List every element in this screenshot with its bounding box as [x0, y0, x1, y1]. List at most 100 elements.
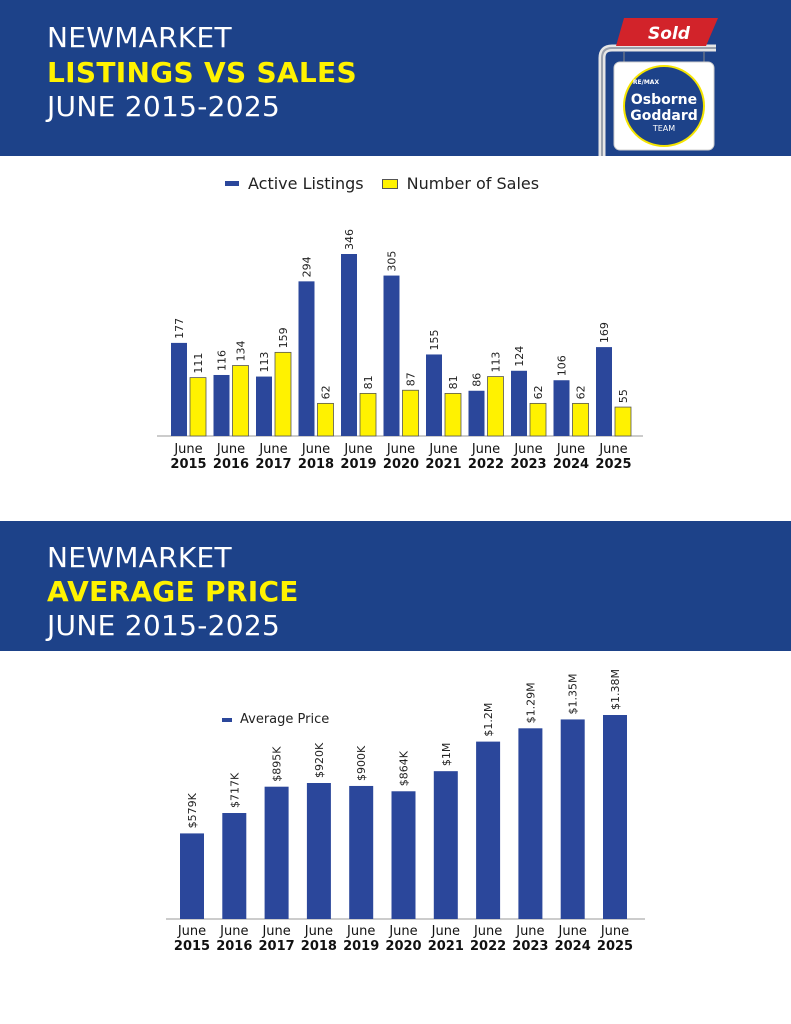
average-price-label-10: $1.38M [609, 669, 622, 710]
sales-bar-6 [444, 392, 462, 437]
sales-bar-2 [274, 351, 292, 437]
sold-text: Sold [648, 24, 691, 44]
active-listings-bar-0 [171, 342, 187, 436]
svg-text:TEAM: TEAM [652, 124, 675, 133]
legend-swatch-price [222, 717, 232, 722]
x-tick-year-4: 2019 [343, 939, 379, 954]
sales-label-7: 113 [490, 352, 503, 373]
x-tick-year-9: 2024 [553, 457, 589, 472]
average-price-label-6: $1M [440, 743, 453, 767]
sales-label-9: 62 [575, 385, 588, 399]
sales-bar-0 [189, 377, 207, 437]
active-listings-label-6: 155 [428, 329, 441, 350]
x-tick-year-1: 2016 [216, 939, 252, 954]
header-title-topic: LISTINGS VS SALES [47, 56, 357, 89]
average-price-bar-5 [391, 791, 416, 919]
active-listings-bar-8 [511, 370, 527, 436]
average-price-bar-0 [180, 833, 204, 919]
x-tick-month-7: June [471, 442, 500, 457]
legend-swatch-sales [381, 178, 398, 189]
active-listings-label-10: 169 [598, 322, 611, 343]
sold-tag [616, 18, 718, 46]
active-listings-bar-2 [256, 376, 272, 436]
sales-label-3: 62 [320, 385, 333, 399]
x-tick-month-2: June [258, 442, 287, 457]
x-tick-month-4: June [346, 924, 375, 939]
x-tick-year-6: 2021 [425, 457, 461, 472]
x-tick-month-6: June [431, 924, 460, 939]
sales-bar-8 [529, 402, 547, 437]
average-price-bar-1 [222, 813, 247, 919]
x-tick-month-0: June [177, 924, 206, 939]
average-price-bar-6 [433, 771, 458, 919]
svg-text:RE/MAX: RE/MAX [633, 79, 660, 86]
legend-label-sales: Number of Sales [406, 174, 540, 193]
sales-label-8: 62 [532, 385, 545, 399]
x-tick-year-5: 2020 [385, 939, 421, 954]
sales-bar-3 [317, 402, 334, 437]
legend-swatch-active [225, 181, 239, 186]
average-price-bar-10 [603, 715, 627, 919]
section2-title-city: NEWMARKET [47, 541, 232, 574]
x-tick-month-8: June [515, 924, 544, 939]
x-tick-year-3: 2018 [301, 939, 337, 954]
sales-label-6: 81 [447, 375, 460, 389]
chart1-legend: Active Listings Number of Sales [225, 174, 539, 193]
average-price-label-3: $920K [313, 742, 326, 778]
average-price-label-4: $900K [355, 745, 368, 781]
legend-label-price: Average Price [240, 712, 330, 727]
x-tick-year-8: 2023 [512, 939, 548, 954]
active-listings-label-5: 305 [386, 251, 399, 272]
sales-label-2: 159 [277, 327, 290, 348]
section2-title-range: JUNE 2015-2025 [47, 609, 281, 642]
x-tick-month-9: June [556, 442, 585, 457]
x-tick-month-2: June [261, 924, 290, 939]
average-price-label-8: $1.29M [524, 682, 537, 723]
svg-text:Osborne: Osborne [631, 92, 697, 108]
active-listings-label-9: 106 [556, 355, 569, 376]
sales-bar-5 [402, 389, 419, 437]
average-price-label-9: $1.35M [567, 673, 580, 714]
x-tick-year-6: 2021 [428, 939, 464, 954]
average-price-chart: $579KJune2015$717KJune2016$895KJune2017$… [166, 669, 645, 954]
average-price-bar-2 [264, 786, 289, 919]
sales-bar-4 [359, 392, 377, 437]
x-tick-month-0: June [173, 442, 202, 457]
x-tick-year-3: 2018 [298, 457, 334, 472]
x-tick-year-0: 2015 [170, 457, 206, 472]
sales-label-0: 111 [192, 353, 205, 374]
chart2-legend: Average Price [222, 712, 329, 727]
x-tick-year-0: 2015 [174, 939, 210, 954]
average-price-bar-9 [560, 719, 585, 919]
x-tick-year-7: 2022 [470, 939, 506, 954]
active-listings-bar-9 [553, 380, 570, 436]
x-tick-month-3: June [304, 924, 333, 939]
sales-bar-10 [614, 406, 632, 437]
active-listings-bar-6 [426, 354, 442, 436]
x-tick-month-7: June [473, 924, 502, 939]
x-tick-month-8: June [513, 442, 542, 457]
average-price-label-7: $1.2M [482, 703, 495, 737]
active-listings-label-1: 116 [216, 350, 229, 371]
x-tick-month-5: June [386, 442, 415, 457]
x-tick-month-5: June [388, 924, 417, 939]
sales-label-5: 87 [405, 372, 418, 386]
x-tick-year-10: 2025 [595, 457, 631, 472]
x-tick-year-1: 2016 [213, 457, 249, 472]
x-tick-year-9: 2024 [555, 939, 591, 954]
active-listings-bar-3 [298, 281, 315, 436]
section2-banner [0, 521, 791, 651]
legend-label-active: Active Listings [248, 174, 364, 193]
active-listings-bar-10 [596, 347, 612, 436]
x-tick-year-2: 2017 [259, 939, 295, 954]
x-tick-year-2: 2017 [255, 457, 291, 472]
active-listings-label-0: 177 [173, 318, 186, 339]
sales-bar-1 [232, 365, 249, 437]
average-price-bar-8 [518, 728, 543, 919]
active-listings-label-7: 86 [471, 373, 484, 387]
average-price-bar-4 [349, 785, 374, 919]
x-tick-month-10: June [598, 442, 627, 457]
x-tick-year-4: 2019 [340, 457, 376, 472]
x-tick-month-10: June [600, 924, 629, 939]
